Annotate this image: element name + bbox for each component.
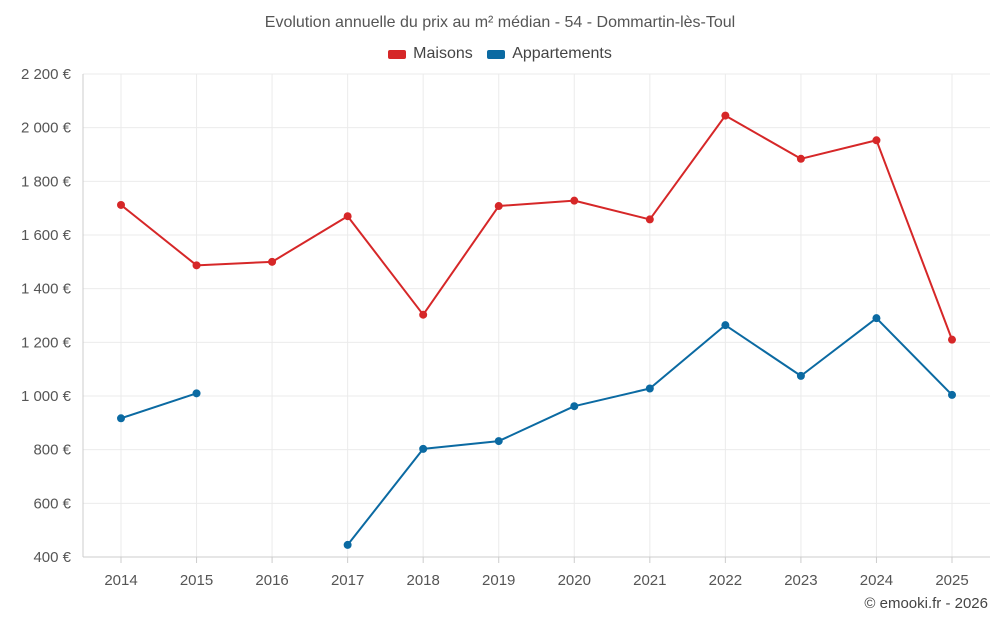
y-tick-label: 600 € xyxy=(33,495,71,512)
legend-swatch-maisons xyxy=(388,49,407,59)
series-line-appartements xyxy=(120,392,197,420)
x-tick-label: 2017 xyxy=(331,572,364,589)
copyright: © emooki.fr - 2026 xyxy=(864,595,988,612)
data-point-appartements[interactable] xyxy=(645,384,654,393)
data-point-appartements[interactable] xyxy=(343,540,352,549)
y-tick-label: 2 000 € xyxy=(21,120,72,137)
y-tick-label: 1 600 € xyxy=(21,227,72,244)
data-point-maisons[interactable] xyxy=(494,202,503,211)
data-point-maisons[interactable] xyxy=(268,257,277,266)
y-tick-label: 400 € xyxy=(33,549,71,566)
data-point-appartements[interactable] xyxy=(419,444,428,453)
x-tick-label: 2016 xyxy=(255,572,288,589)
y-tick-label: 2 200 € xyxy=(21,66,72,83)
x-tick-label: 2020 xyxy=(558,572,591,589)
data-point-maisons[interactable] xyxy=(948,335,956,344)
data-point-appartements[interactable] xyxy=(117,414,125,423)
y-tick-label: 1 400 € xyxy=(21,281,72,298)
x-tick-label: 2022 xyxy=(709,572,742,589)
legend-item-appartements[interactable]: Appartements xyxy=(487,45,612,63)
x-tick-label: 2019 xyxy=(482,572,515,589)
series-line-maisons xyxy=(120,114,953,341)
y-tick-label: 1 000 € xyxy=(21,388,72,405)
y-tick-label: 800 € xyxy=(33,442,71,459)
data-point-appartements[interactable] xyxy=(721,321,730,330)
legend-label-appartements: Appartements xyxy=(512,45,612,62)
data-point-appartements[interactable] xyxy=(494,437,503,446)
data-point-maisons[interactable] xyxy=(117,200,125,209)
x-tick-label: 2018 xyxy=(406,572,439,589)
data-point-maisons[interactable] xyxy=(872,136,881,145)
data-point-appartements[interactable] xyxy=(872,314,881,323)
data-point-maisons[interactable] xyxy=(796,154,805,163)
data-point-maisons[interactable] xyxy=(570,196,579,205)
legend-label-maisons: Maisons xyxy=(413,45,473,62)
y-tick-label: 1 800 € xyxy=(21,173,72,190)
data-point-appartements[interactable] xyxy=(192,389,201,398)
x-tick-label: 2014 xyxy=(104,572,137,589)
legend-swatch-appartements xyxy=(487,49,506,59)
data-point-appartements[interactable] xyxy=(796,371,805,380)
x-tick-label: 2021 xyxy=(633,572,666,589)
data-point-maisons[interactable] xyxy=(645,215,654,224)
data-point-maisons[interactable] xyxy=(721,111,730,120)
series-layer xyxy=(117,111,956,549)
data-point-maisons[interactable] xyxy=(343,212,352,221)
axes: 400 € 600 € 800 € 1 000 € 1 200 € 1 400 € 1 60… xyxy=(21,66,990,589)
data-point-maisons[interactable] xyxy=(419,310,428,319)
x-tick-label: 2024 xyxy=(860,572,893,589)
data-point-appartements[interactable] xyxy=(948,390,956,399)
data-point-appartements[interactable] xyxy=(570,402,579,411)
grid xyxy=(83,73,990,558)
data-point-maisons[interactable] xyxy=(192,261,201,270)
x-tick-label: 2015 xyxy=(180,572,213,589)
legend: Maisons Appartements xyxy=(0,45,1000,64)
legend-item-maisons[interactable]: Maisons xyxy=(388,45,473,63)
y-tick-label: 1 200 € xyxy=(21,334,72,351)
x-tick-label: 2023 xyxy=(784,572,817,589)
x-tick-label: 2025 xyxy=(935,572,968,589)
chart-title: Evolution annuelle du prix au m² médian … xyxy=(264,14,736,31)
